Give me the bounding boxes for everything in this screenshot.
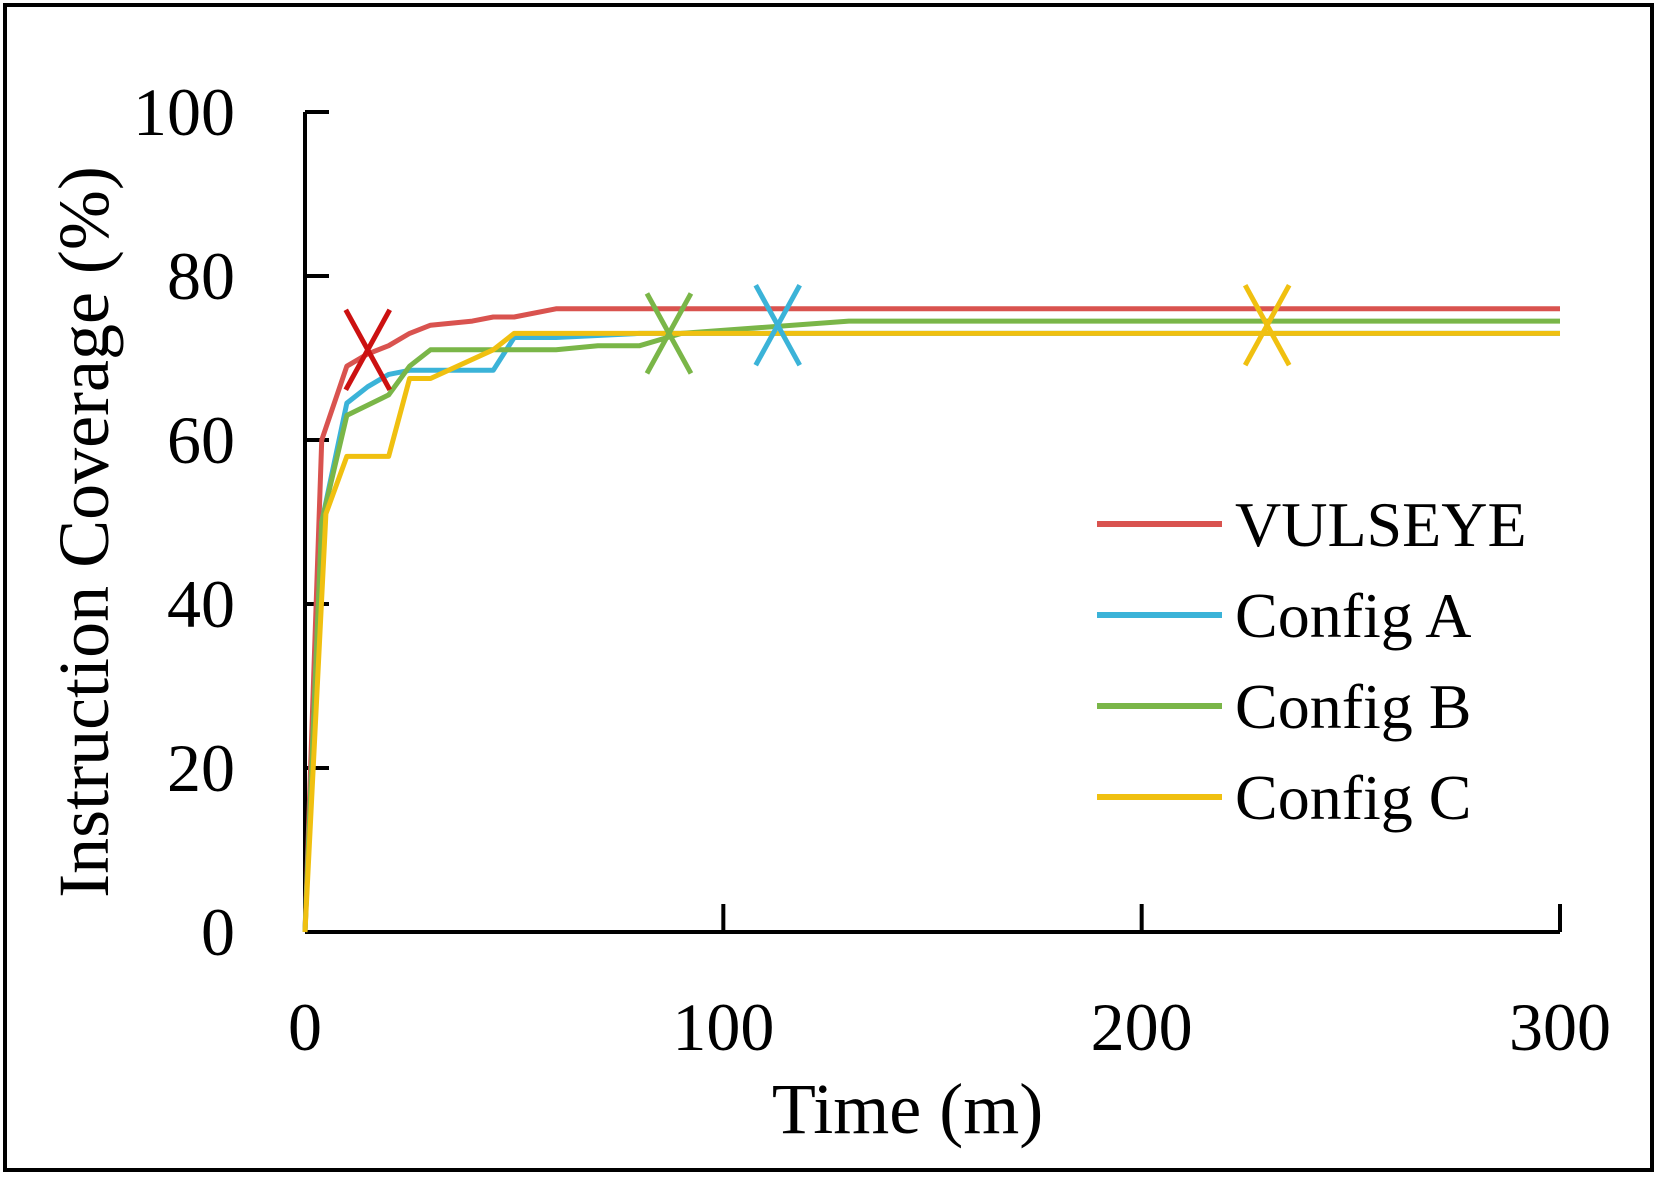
y-axis-title: Instruction Coverage (%) bbox=[44, 166, 124, 898]
x-tick-label: 200 bbox=[1091, 989, 1193, 1065]
legend-label: Config B bbox=[1235, 671, 1471, 742]
series-layer bbox=[302, 306, 1560, 933]
chart-frame bbox=[3, 3, 1654, 1172]
legend-label: Config A bbox=[1235, 580, 1471, 651]
x-tick-label: 300 bbox=[1509, 989, 1611, 1065]
y-tick-label: 0 bbox=[201, 894, 235, 970]
x-axis-title: Time (m) bbox=[772, 1069, 1043, 1149]
legend-label: VULSEYE bbox=[1235, 489, 1527, 560]
y-tick-label: 60 bbox=[167, 402, 235, 478]
marker-config-b bbox=[644, 292, 694, 375]
x-tick-label: 100 bbox=[672, 989, 774, 1065]
marker-config-c bbox=[1242, 283, 1292, 367]
legend: VULSEYE Config A Config B Config C bbox=[1097, 489, 1527, 833]
x-tick-label: 0 bbox=[288, 989, 322, 1065]
legend-label: Config C bbox=[1235, 762, 1471, 833]
marker-vulseye bbox=[343, 308, 392, 392]
y-tick-label: 40 bbox=[167, 566, 235, 642]
y-tick-label: 80 bbox=[167, 238, 235, 314]
ticks: 0 20 40 60 80 100 0 100 200 300 bbox=[133, 74, 1611, 1065]
axes bbox=[303, 112, 1560, 934]
marker-config-a bbox=[753, 283, 802, 367]
series-line-vulseye bbox=[302, 306, 1560, 933]
y-tick-label: 100 bbox=[133, 74, 235, 150]
markers-layer bbox=[343, 283, 1292, 392]
series-line-config-c bbox=[302, 330, 1560, 933]
y-tick-label: 20 bbox=[167, 730, 235, 806]
